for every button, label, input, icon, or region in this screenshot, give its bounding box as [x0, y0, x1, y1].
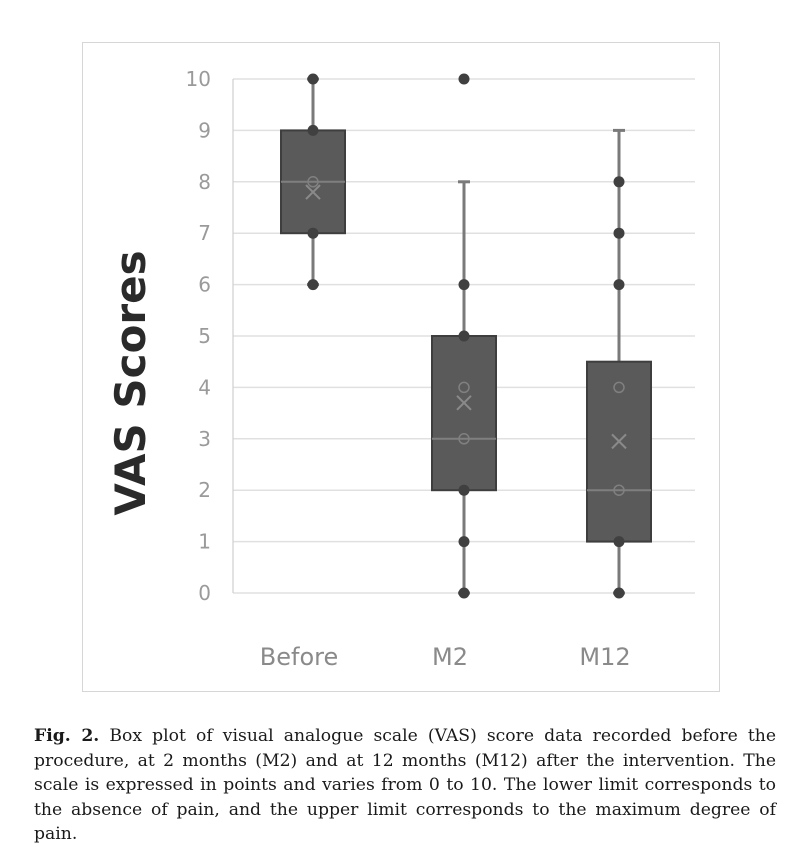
- mean-marker: [305, 184, 321, 200]
- data-point: [458, 484, 470, 496]
- data-point: [458, 536, 470, 548]
- data-point: [307, 279, 319, 291]
- figure-caption: Fig. 2. Box plot of visual analogue scal…: [34, 724, 776, 847]
- caption-text: Box plot of visual analogue scale (VAS) …: [34, 726, 776, 844]
- y-tick-label: 8: [198, 170, 211, 194]
- y-tick-label: 6: [198, 273, 211, 297]
- y-tick-label: 4: [198, 375, 211, 399]
- box-iqr: [431, 335, 497, 492]
- data-point: [458, 73, 470, 85]
- y-tick-label: 5: [198, 324, 211, 348]
- box-plot-chart: 0 1 2 3 4 5 6 7 8 9 10 Before M2 M12 VAS Scores: [106, 67, 695, 671]
- y-tick-label: 3: [198, 427, 211, 451]
- box-iqr: [586, 360, 652, 543]
- data-point: [458, 279, 470, 291]
- mean-marker: [611, 433, 627, 450]
- box-before: [280, 73, 346, 291]
- data-point: [613, 536, 625, 548]
- box-m12: [586, 128, 652, 599]
- data-point: [613, 279, 625, 291]
- category-label: M2: [432, 643, 468, 671]
- data-point: [613, 176, 625, 188]
- boxes: [280, 73, 652, 599]
- y-tick-label: 2: [198, 478, 211, 502]
- data-point: [613, 381, 625, 394]
- data-point: [307, 73, 319, 85]
- data-point: [458, 330, 470, 342]
- data-point: [458, 433, 470, 445]
- y-tick-label: 1: [198, 530, 211, 554]
- y-tick-label: 7: [198, 221, 211, 245]
- data-point: [458, 381, 470, 394]
- category-label: M12: [579, 643, 630, 671]
- category-label: Before: [260, 643, 338, 671]
- y-axis-title: VAS Scores: [106, 250, 155, 515]
- data-point: [458, 587, 470, 599]
- data-point: [613, 227, 625, 239]
- data-point: [613, 587, 625, 599]
- y-tick-labels: 0 1 2 3 4 5 6 7 8 9 10: [186, 67, 211, 605]
- figure-frame: 0 1 2 3 4 5 6 7 8 9 10 Before M2 M12 VAS Scores: [82, 42, 720, 692]
- y-tick-label: 9: [198, 118, 211, 142]
- data-point: [307, 176, 319, 188]
- y-tick-label: 10: [186, 67, 211, 91]
- data-point: [307, 227, 319, 239]
- caption-label: Fig. 2.: [34, 726, 100, 746]
- mean-marker: [456, 395, 472, 411]
- category-labels: Before M2 M12: [260, 643, 631, 671]
- y-tick-label: 0: [198, 581, 211, 605]
- data-point: [613, 484, 625, 496]
- box-m2: [431, 73, 497, 599]
- data-point: [307, 124, 319, 136]
